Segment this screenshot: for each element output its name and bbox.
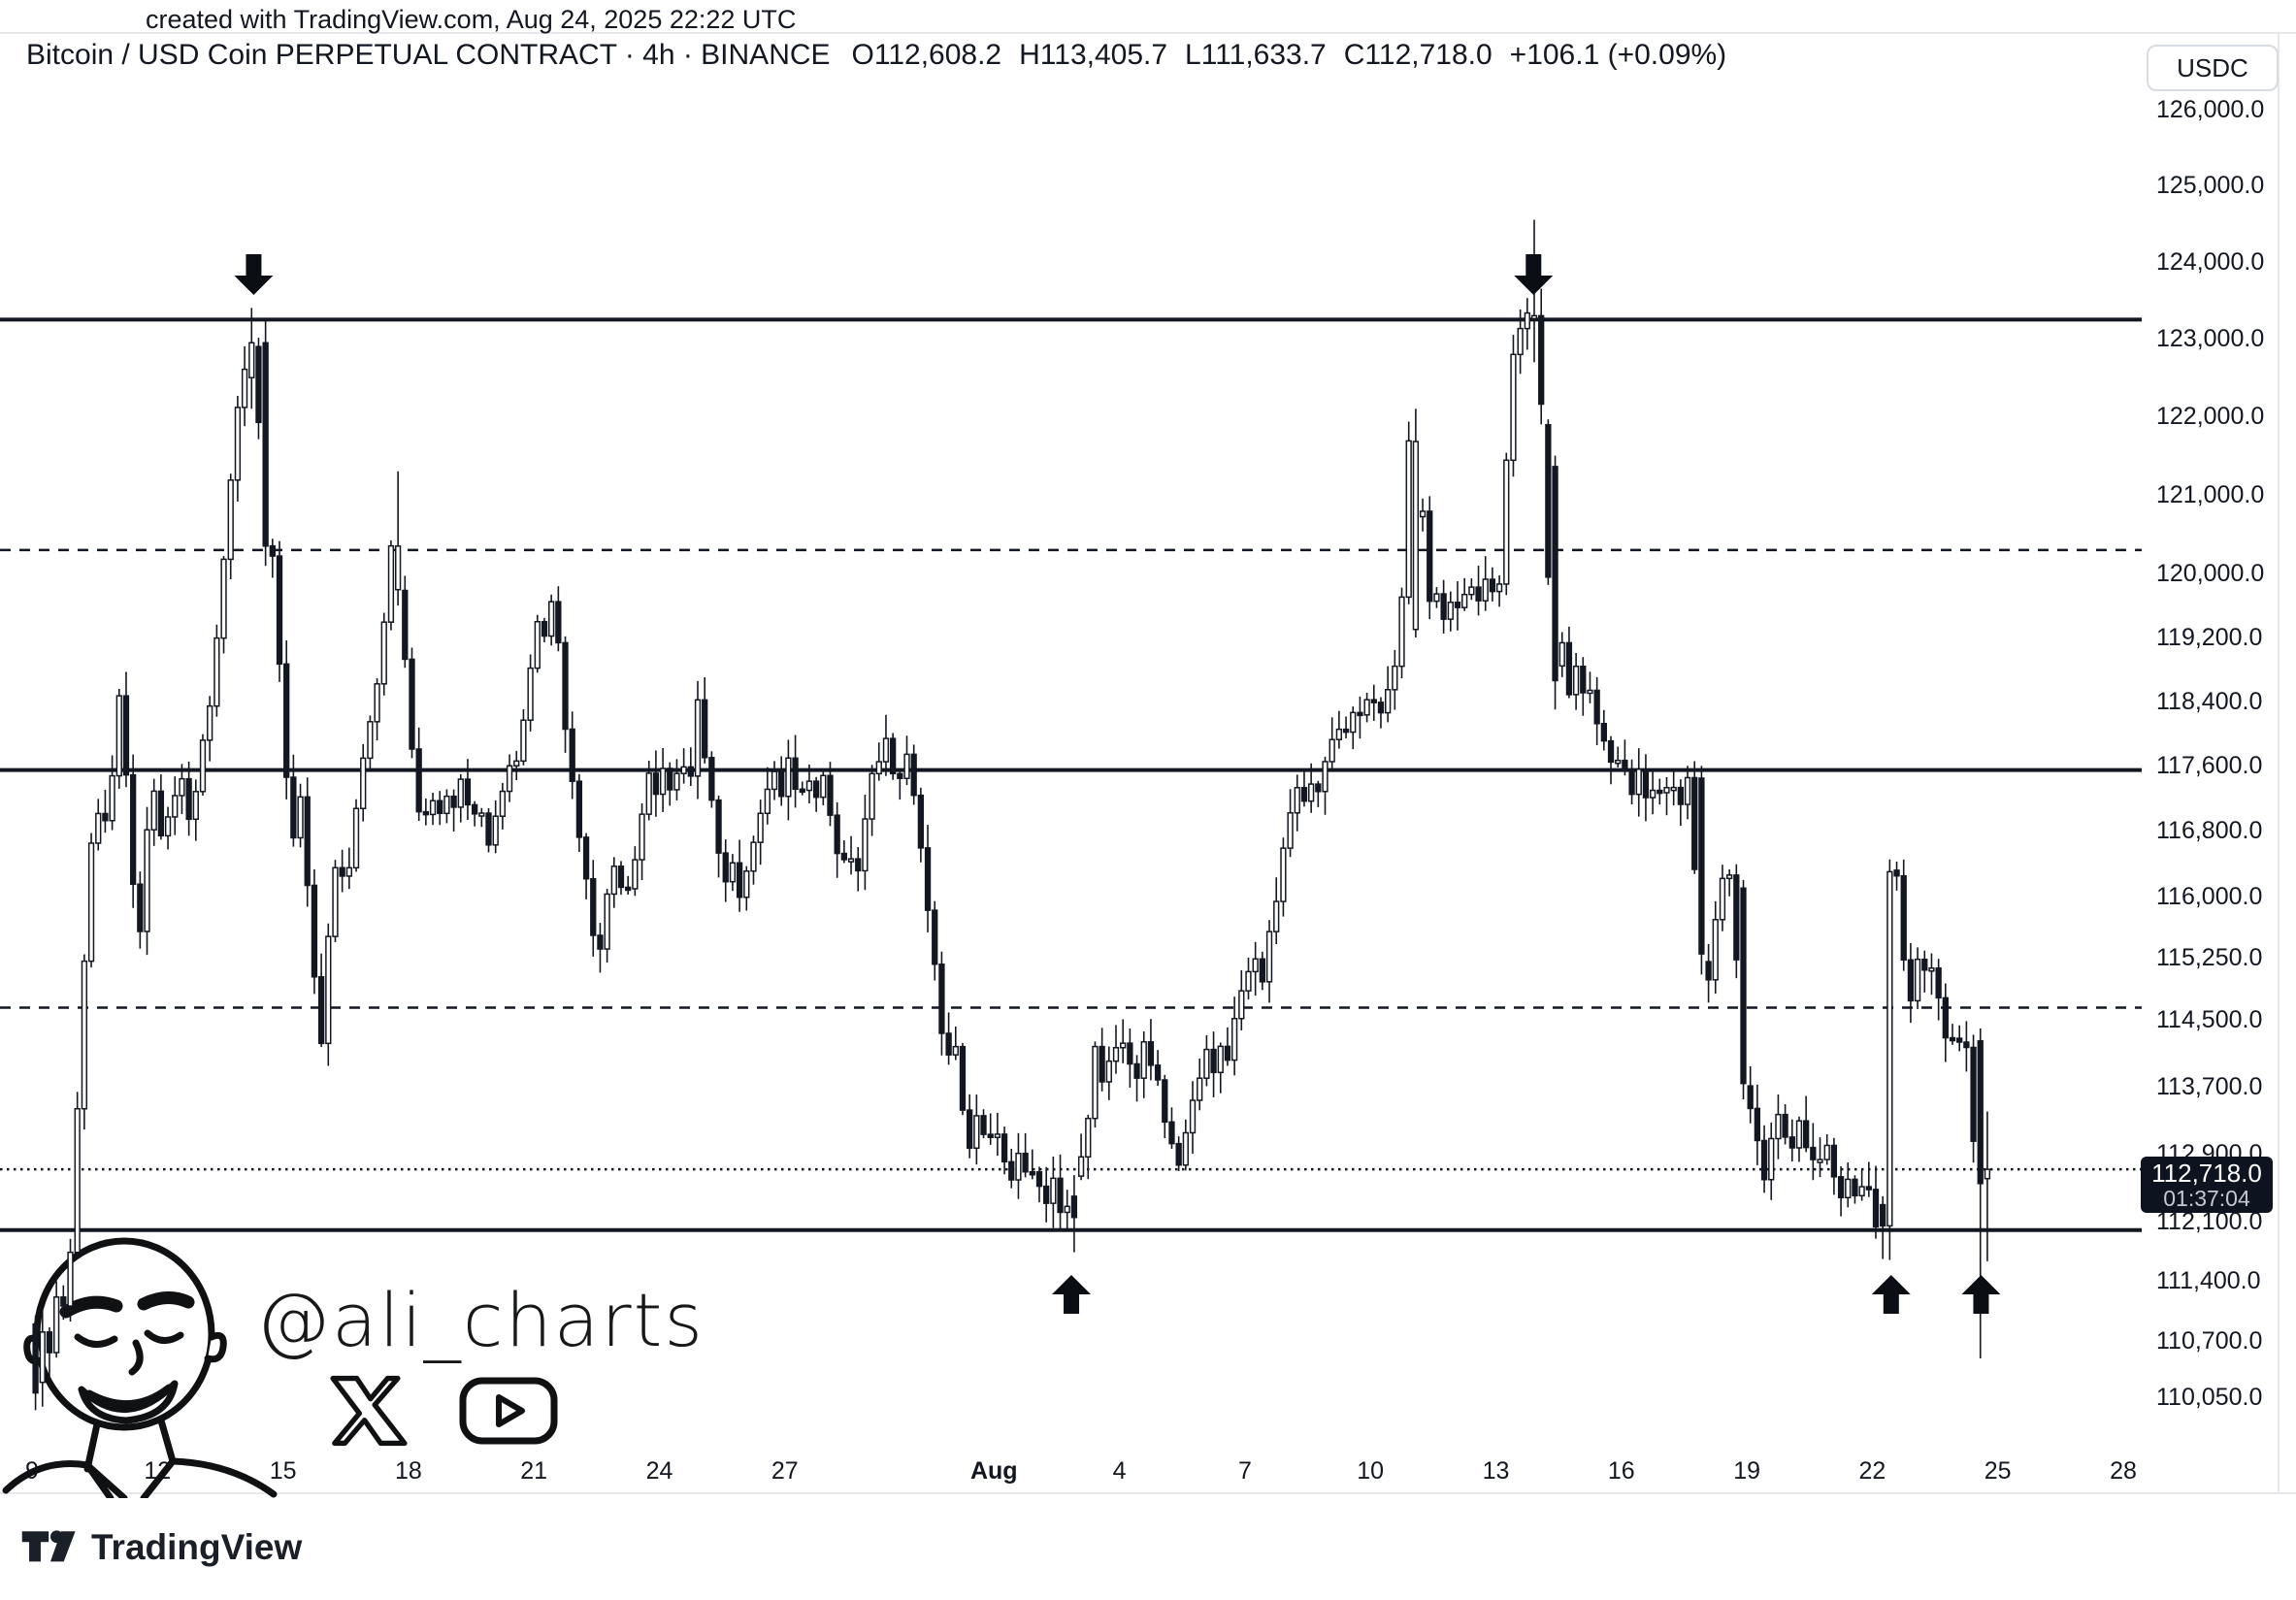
price-tick: 111,400.0 <box>2156 1267 2261 1295</box>
tradingview-logo-icon <box>19 1523 82 1571</box>
price-tick: 114,500.0 <box>2156 1006 2263 1034</box>
time-tick: 13 <box>1482 1457 1510 1485</box>
time-tick: 18 <box>394 1457 422 1485</box>
tradingview-logo[interactable]: TradingView <box>19 1523 302 1571</box>
tradingview-logo-text: TradingView <box>91 1526 303 1567</box>
up-arrow-marker[interactable] <box>1871 1275 1911 1314</box>
time-tick: 24 <box>645 1457 673 1485</box>
time-tick: 15 <box>269 1457 297 1485</box>
down-arrow-marker[interactable] <box>1514 254 1554 295</box>
time-tick: 19 <box>1733 1457 1760 1485</box>
ohlc-close: C112,718.0 <box>1343 39 1492 71</box>
change-value: +106.1 (+0.09%) <box>1509 39 1727 71</box>
time-tick: Aug <box>969 1457 1018 1485</box>
price-tick: 117,600.0 <box>2156 752 2263 780</box>
price-tick: 124,000.0 <box>2156 247 2265 276</box>
time-tick: 27 <box>771 1457 799 1485</box>
time-tick: 21 <box>520 1457 548 1485</box>
price-tick: 116,000.0 <box>2156 882 2263 910</box>
time-axis-border <box>0 1492 2296 1494</box>
price-tick: 110,700.0 <box>2156 1327 2263 1355</box>
price-tick: 110,050.0 <box>2156 1384 2263 1411</box>
ohlc-low: L111,633.7 <box>1185 39 1327 71</box>
price-tick: 126,000.0 <box>2156 96 2265 123</box>
currency-button[interactable]: USDC <box>2147 45 2279 91</box>
time-tick: 10 <box>1357 1457 1385 1485</box>
header-divider <box>0 32 2296 34</box>
price-tick: 123,000.0 <box>2156 325 2265 353</box>
down-arrow-marker[interactable] <box>234 254 274 295</box>
price-axis-border <box>2278 32 2280 1492</box>
ohlc-high: H113,405.7 <box>1019 39 1168 71</box>
time-tick: 4 <box>1112 1457 1127 1485</box>
price-tick: 122,000.0 <box>2156 403 2265 431</box>
bar-countdown: 01:37:04 <box>2163 1185 2250 1211</box>
watermark-figure <box>0 1203 291 1498</box>
candles <box>32 219 1991 1411</box>
credit-line: created with TradingView.com, Aug 24, 20… <box>146 5 797 34</box>
price-tick: 120,000.0 <box>2156 560 2265 588</box>
symbol-header: Bitcoin / USD Coin PERPETUAL CONTRACT · … <box>26 39 1744 72</box>
ohlc-open: O112,608.2 <box>851 39 1002 71</box>
time-tick: 7 <box>1237 1457 1252 1485</box>
price-tick: 112,100.0 <box>2156 1208 2263 1236</box>
price-tick: 121,000.0 <box>2156 480 2265 508</box>
up-arrow-marker[interactable] <box>1052 1275 1092 1314</box>
time-tick: 16 <box>1607 1457 1635 1485</box>
x-logo-icon <box>326 1372 411 1454</box>
price-tick: 115,250.0 <box>2156 944 2263 972</box>
current-price-badge[interactable]: 112,718.0 01:37:04 <box>2141 1157 2273 1213</box>
current-price-value: 112,718.0 <box>2151 1158 2262 1188</box>
time-tick: 28 <box>2110 1457 2137 1485</box>
price-tick: 125,000.0 <box>2156 172 2265 200</box>
time-tick: 22 <box>1858 1457 1886 1485</box>
price-tick: 116,800.0 <box>2156 817 2263 845</box>
watermark-handle: @ali_charts <box>256 1277 705 1363</box>
price-tick: 113,700.0 <box>2156 1073 2263 1101</box>
youtube-logo-icon <box>458 1376 559 1451</box>
price-tick: 119,200.0 <box>2156 623 2263 651</box>
up-arrow-marker[interactable] <box>1961 1275 2001 1314</box>
price-tick: 118,400.0 <box>2156 687 2263 715</box>
symbol-title: Bitcoin / USD Coin PERPETUAL CONTRACT · … <box>26 39 831 71</box>
time-tick: 25 <box>1984 1457 2012 1485</box>
